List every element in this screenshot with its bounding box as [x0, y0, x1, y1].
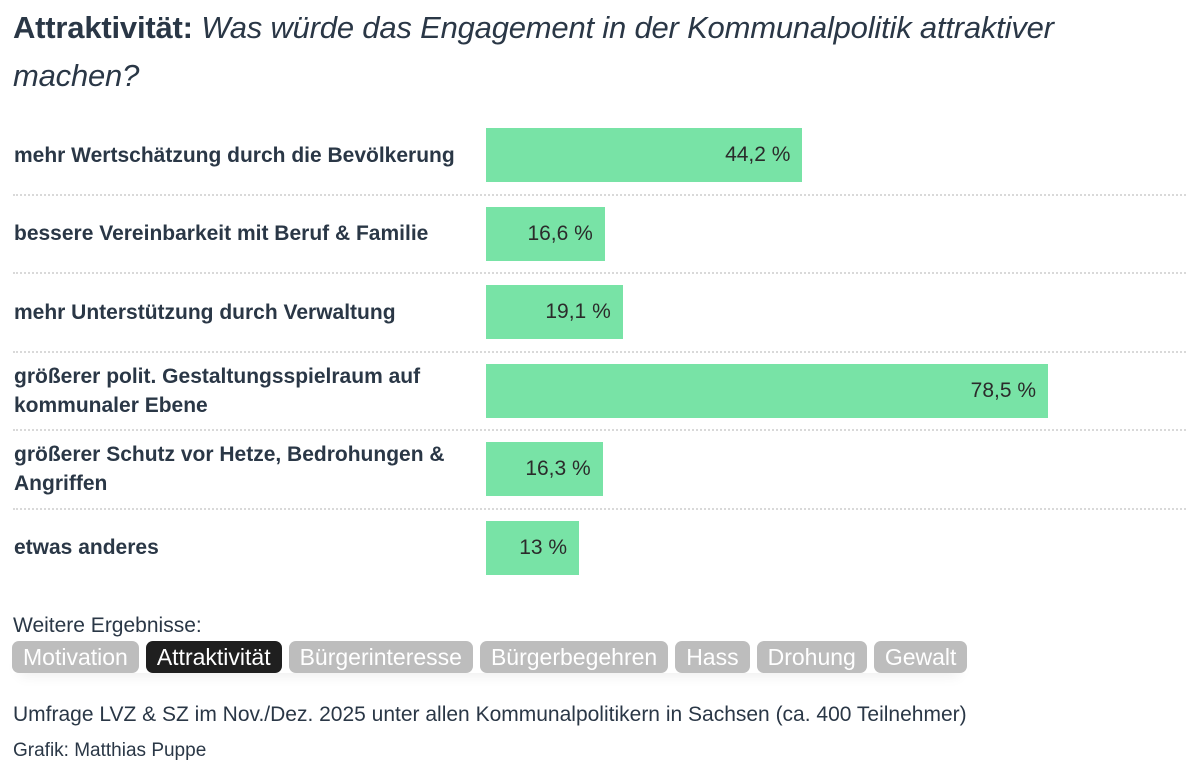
bar: 13 %: [486, 520, 580, 575]
data-label: 44,2 %: [725, 143, 791, 166]
chart-row: größerer polit. Gestaltungsspielraum auf…: [0, 353, 1186, 431]
category-label: größerer Schutz vor Hetze, Bedrohungen &…: [14, 443, 445, 495]
row-divider: [13, 350, 1186, 353]
category-label: etwas anderes: [14, 536, 159, 559]
bar: 44,2 %: [486, 128, 803, 182]
data-label: 16,3 %: [525, 457, 591, 480]
row-divider: [13, 272, 1186, 274]
tab-gewalt[interactable]: Gewalt: [873, 641, 968, 673]
bar: 16,3 %: [486, 442, 603, 496]
data-label: 19,1 %: [545, 300, 611, 323]
chart-row: mehr Wertschätzung durch die Bevölkerung…: [0, 117, 1186, 196]
category-label: größerer polit. Gestaltungsspielraum auf…: [14, 364, 421, 417]
tab-hass[interactable]: Hass: [675, 641, 750, 673]
row-divider: [13, 193, 1186, 196]
data-label: 78,5 %: [970, 378, 1037, 402]
bar: 16,6 %: [486, 206, 605, 261]
tab-drohung[interactable]: Drohung: [756, 641, 867, 673]
chart-title: Attraktivität: Was würde das Engagement …: [13, 4, 1173, 100]
data-label: 16,6 %: [527, 221, 593, 245]
bar: 19,1 %: [486, 285, 623, 339]
tab-motivation[interactable]: Motivation: [12, 641, 139, 673]
chart-row: bessere Vereinbarkeit mit Beruf & Famili…: [0, 196, 1186, 274]
graphic-credit: Grafik: Matthias Puppe: [13, 740, 207, 761]
data-label: 13 %: [519, 535, 568, 559]
tab-bürgerinteresse[interactable]: Bürgerinteresse: [288, 641, 473, 673]
source-note: Umfrage LVZ & SZ im Nov./Dez. 2025 unter…: [13, 703, 967, 726]
tab-bürgerbegehren[interactable]: Bürgerbegehren: [479, 641, 669, 673]
row-divider: [13, 507, 1186, 510]
chart-row: etwas anderes 13 %: [0, 510, 1186, 589]
bar: 78,5 %: [486, 363, 1049, 418]
chart-row: größerer Schutz vor Hetze, Bedrohungen &…: [0, 431, 1186, 510]
category-label: bessere Vereinbarkeit mit Beruf & Famili…: [14, 222, 429, 245]
category-label: mehr Wertschätzung durch die Bevölkerung: [14, 143, 455, 167]
more-results-label: Weitere Ergebnisse:: [13, 614, 202, 637]
row-divider: [13, 429, 1186, 431]
category-label: mehr Unterstützung durch Verwaltung: [14, 300, 396, 324]
tab-attraktivität[interactable]: Attraktivität: [145, 641, 282, 673]
bar-chart: mehr Wertschätzung durch die Bevölkerung…: [0, 117, 1186, 588]
title-question: Was würde das Engagement in der Kommunal…: [13, 10, 1054, 93]
results-tab-bar: Motivation Attraktivität Bürgerinteresse Bü…: [12, 641, 968, 673]
chart-row: mehr Unterstützung durch Verwaltung 19,1 …: [0, 274, 1186, 353]
title-topic: Attraktivität:: [13, 10, 193, 45]
